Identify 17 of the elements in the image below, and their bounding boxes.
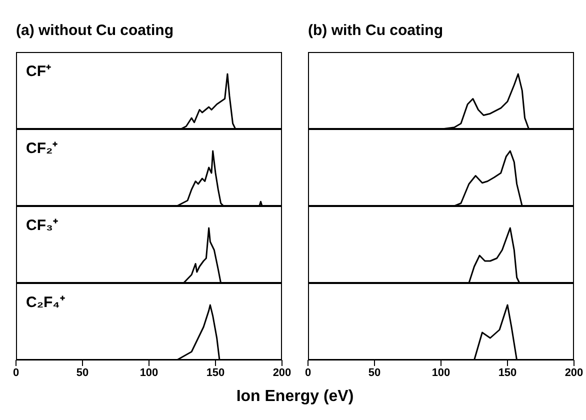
x-tick-label: 0 — [12, 366, 20, 379]
x-tick-label: 100 — [432, 366, 450, 379]
x-tick-label: 200 — [564, 366, 584, 379]
x-tick-label: 0 — [304, 366, 312, 379]
x-axis-title: Ion Energy (eV) — [235, 388, 355, 406]
annotation: CF⁺ — [26, 62, 51, 80]
annotation: CF₂⁺ — [26, 139, 58, 157]
x-tick-label: 150 — [498, 366, 517, 379]
x-tick-label: 50 — [76, 366, 89, 379]
annotation: CF₃⁺ — [26, 216, 58, 234]
chart-title: (a) without Cu coating — [16, 22, 174, 39]
x-tick-label: 200 — [272, 366, 292, 379]
annotation: C₂F₄⁺ — [26, 293, 65, 311]
x-tick-label: 50 — [368, 366, 381, 379]
chart-title: (b) with Cu coating — [308, 22, 443, 39]
x-tick-label: 100 — [140, 366, 158, 379]
x-tick-label: 150 — [206, 366, 225, 379]
